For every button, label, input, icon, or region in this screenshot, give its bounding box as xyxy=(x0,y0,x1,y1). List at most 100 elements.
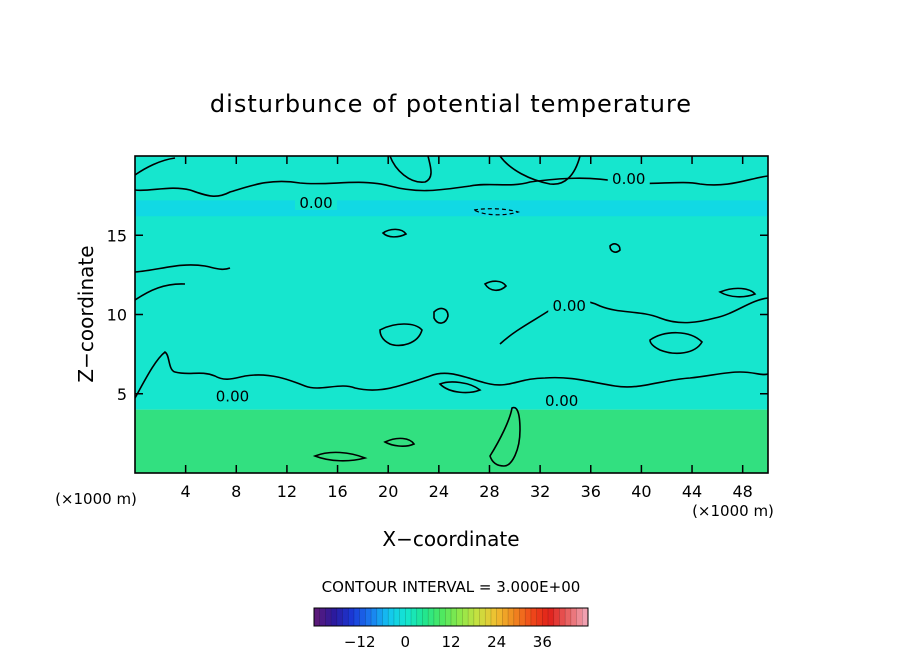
colorbar-tick-label-3: 24 xyxy=(487,633,506,651)
colorbar-cell-41 xyxy=(548,608,555,626)
contour-line-6 xyxy=(135,351,768,399)
contour-line-3 xyxy=(499,156,581,185)
colorbar-cell-10 xyxy=(371,608,378,626)
colorbar: −12 0 12 24 36 xyxy=(313,607,589,651)
contour-label-3: 0.00 xyxy=(216,387,249,405)
contour-layer xyxy=(135,156,768,467)
contour-line-10 xyxy=(379,323,423,347)
colorbar-cell-11 xyxy=(376,608,383,626)
colorbar-cell-43 xyxy=(559,608,566,626)
colorbar-cell-25 xyxy=(456,608,463,626)
colorbar-cell-1 xyxy=(319,608,326,626)
contour-line-15 xyxy=(718,287,757,298)
colorbar-cell-8 xyxy=(359,608,366,626)
z-unit-label-right: (×1000 m) xyxy=(692,502,774,520)
colorbar-cell-32 xyxy=(496,608,503,626)
contour-label-0: 0.00 xyxy=(299,194,332,212)
x-tick-label-44: 44 xyxy=(682,482,702,501)
colorbar-cell-29 xyxy=(479,608,486,626)
contour-line-negative xyxy=(472,208,521,216)
colorbar-cell-16 xyxy=(405,608,412,626)
contour-line-8 xyxy=(312,451,368,462)
x-tick-label-8: 8 xyxy=(231,482,241,501)
contour-line-13 xyxy=(381,228,408,238)
y-axis: 5 10 15 xyxy=(107,226,768,404)
colorbar-cell-20 xyxy=(428,608,435,626)
colorbar-cell-38 xyxy=(530,608,537,626)
contour-line-2 xyxy=(389,156,432,183)
y-tick-label-5: 5 xyxy=(117,385,127,404)
colorbar-cell-37 xyxy=(525,608,532,626)
colorbar-cell-17 xyxy=(411,608,418,626)
contour-line-11 xyxy=(649,331,704,355)
colorbar-cell-31 xyxy=(490,608,497,626)
colorbar-cell-6 xyxy=(348,608,355,626)
contour-line-9 xyxy=(383,437,416,447)
colorbar-frame xyxy=(313,607,589,627)
contour-label-2: 0.00 xyxy=(553,297,586,315)
colorbar-cell-5 xyxy=(342,608,349,626)
contour-line-5 xyxy=(135,283,186,301)
colorbar-cell-42 xyxy=(553,608,560,626)
x-tick-label-16: 16 xyxy=(327,482,347,501)
y-axis-label: Z−coordinate xyxy=(74,245,98,382)
colorbar-cell-35 xyxy=(513,608,520,626)
x-tick-label-12: 12 xyxy=(277,482,297,501)
x-tick-label-4: 4 xyxy=(181,482,191,501)
colorbar-cell-12 xyxy=(382,608,389,626)
colorbar-cell-14 xyxy=(393,608,400,626)
contour-interval-label: CONTOUR INTERVAL = 3.000E+00 xyxy=(322,578,581,596)
x-tick-label-48: 48 xyxy=(733,482,753,501)
colorbar-tick-label-0: −12 xyxy=(344,633,376,651)
colorbar-cell-39 xyxy=(536,608,543,626)
field-region-1 xyxy=(135,156,768,410)
contour-line-16 xyxy=(433,307,449,324)
colorbar-cell-9 xyxy=(365,608,372,626)
colorbar-cell-33 xyxy=(502,608,509,626)
colorbar-cell-34 xyxy=(508,608,515,626)
field-layer xyxy=(135,156,768,473)
colorbar-cell-4 xyxy=(336,608,343,626)
plot-area: 0.000.000.000.00 0.00 4 8 12 16 20 24 28 32 36 40 4… xyxy=(107,155,769,501)
colorbar-cell-30 xyxy=(485,608,492,626)
contour-line-14 xyxy=(499,297,768,345)
colorbar-cell-26 xyxy=(462,608,469,626)
contour-label-1: 0.00 xyxy=(612,170,645,188)
colorbar-cell-18 xyxy=(416,608,423,626)
contour-line-4 xyxy=(135,264,231,273)
x-tick-label-36: 36 xyxy=(581,482,601,501)
colorbar-cell-19 xyxy=(422,608,429,626)
contour-label-bg-1 xyxy=(607,169,650,187)
colorbar-cell-13 xyxy=(388,608,395,626)
field-region-2 xyxy=(135,200,768,217)
field-region-0 xyxy=(135,409,768,473)
contour-line-7 xyxy=(489,406,521,467)
x-unit-label-left: (×1000 m) xyxy=(55,490,137,508)
x-tick-label-32: 32 xyxy=(530,482,550,501)
x-tick-label-40: 40 xyxy=(631,482,651,501)
x-axis: 4 8 12 16 20 24 28 32 36 40 44 48 xyxy=(181,156,753,501)
colorbar-cell-44 xyxy=(565,608,572,626)
x-axis-label: X−coordinate xyxy=(382,527,519,551)
contour-line-1 xyxy=(135,157,176,176)
colorbar-cell-2 xyxy=(325,608,332,626)
contour-label-bg-2 xyxy=(548,295,591,313)
contour-line-0 xyxy=(135,175,768,197)
contour-label-4: 0.00 xyxy=(545,392,578,410)
colorbar-cell-7 xyxy=(353,608,360,626)
colorbar-cell-47 xyxy=(582,608,589,626)
contour-line-12 xyxy=(483,280,508,292)
x-tick-label-28: 28 xyxy=(479,482,499,501)
colorbar-cell-45 xyxy=(570,608,577,626)
colorbar-cell-24 xyxy=(451,608,458,626)
contour-line-17 xyxy=(438,381,482,394)
colorbar-cell-27 xyxy=(468,608,475,626)
colorbar-cell-28 xyxy=(473,608,480,626)
colorbar-cell-22 xyxy=(439,608,446,626)
colorbar-cell-15 xyxy=(399,608,406,626)
x-tick-label-20: 20 xyxy=(378,482,398,501)
chart-title: disturbunce of potential temperature xyxy=(210,90,692,118)
colorbar-cell-36 xyxy=(519,608,526,626)
y-tick-label-10: 10 xyxy=(107,306,127,325)
